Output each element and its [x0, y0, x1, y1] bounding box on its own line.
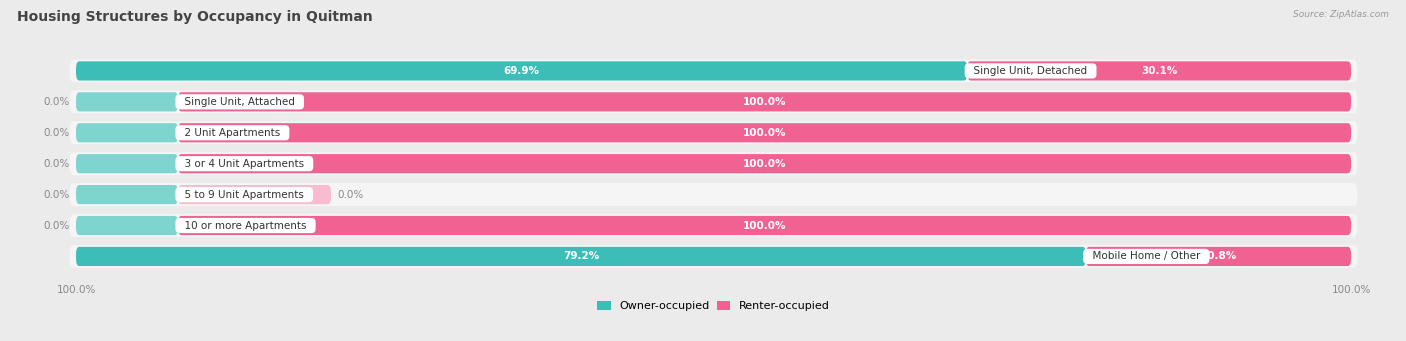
- Legend: Owner-occupied, Renter-occupied: Owner-occupied, Renter-occupied: [593, 296, 834, 316]
- Text: 0.0%: 0.0%: [44, 128, 70, 138]
- Text: 100.0%: 100.0%: [742, 221, 786, 231]
- FancyBboxPatch shape: [179, 92, 1351, 112]
- FancyBboxPatch shape: [76, 123, 179, 142]
- Text: 2 Unit Apartments: 2 Unit Apartments: [179, 128, 287, 138]
- FancyBboxPatch shape: [179, 154, 1351, 173]
- Text: Single Unit, Attached: Single Unit, Attached: [179, 97, 301, 107]
- Text: 79.2%: 79.2%: [562, 251, 599, 262]
- FancyBboxPatch shape: [70, 121, 1357, 144]
- FancyBboxPatch shape: [70, 214, 1357, 237]
- FancyBboxPatch shape: [70, 183, 1357, 206]
- Text: 100.0%: 100.0%: [742, 97, 786, 107]
- FancyBboxPatch shape: [76, 154, 179, 173]
- FancyBboxPatch shape: [179, 185, 330, 204]
- FancyBboxPatch shape: [70, 59, 1357, 83]
- Text: Mobile Home / Other: Mobile Home / Other: [1085, 251, 1206, 262]
- Text: 100.0%: 100.0%: [742, 159, 786, 169]
- Text: 30.1%: 30.1%: [1142, 66, 1177, 76]
- FancyBboxPatch shape: [179, 123, 1351, 142]
- FancyBboxPatch shape: [967, 61, 1351, 80]
- Text: 10 or more Apartments: 10 or more Apartments: [179, 221, 314, 231]
- Text: Housing Structures by Occupancy in Quitman: Housing Structures by Occupancy in Quitm…: [17, 10, 373, 24]
- FancyBboxPatch shape: [70, 152, 1357, 175]
- FancyBboxPatch shape: [1085, 247, 1351, 266]
- Text: 5 to 9 Unit Apartments: 5 to 9 Unit Apartments: [179, 190, 311, 199]
- Text: 3 or 4 Unit Apartments: 3 or 4 Unit Apartments: [179, 159, 311, 169]
- Text: 100.0%: 100.0%: [742, 128, 786, 138]
- FancyBboxPatch shape: [76, 61, 967, 80]
- Text: 0.0%: 0.0%: [44, 190, 70, 199]
- Text: 0.0%: 0.0%: [44, 97, 70, 107]
- FancyBboxPatch shape: [76, 216, 179, 235]
- Text: 0.0%: 0.0%: [44, 159, 70, 169]
- Text: 0.0%: 0.0%: [44, 221, 70, 231]
- FancyBboxPatch shape: [70, 90, 1357, 113]
- FancyBboxPatch shape: [70, 245, 1357, 268]
- FancyBboxPatch shape: [76, 185, 179, 204]
- Text: 20.8%: 20.8%: [1201, 251, 1237, 262]
- Text: 69.9%: 69.9%: [503, 66, 540, 76]
- Text: 0.0%: 0.0%: [337, 190, 364, 199]
- FancyBboxPatch shape: [76, 92, 179, 112]
- Text: Source: ZipAtlas.com: Source: ZipAtlas.com: [1294, 10, 1389, 19]
- FancyBboxPatch shape: [179, 216, 1351, 235]
- FancyBboxPatch shape: [76, 247, 1085, 266]
- Text: Single Unit, Detached: Single Unit, Detached: [967, 66, 1094, 76]
